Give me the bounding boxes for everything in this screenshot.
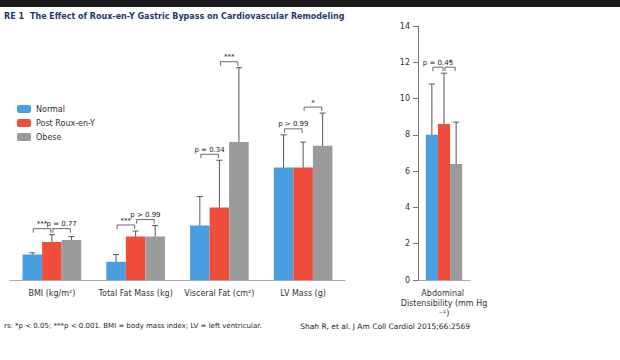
svg-text:p > 0.99: p > 0.99 [130,211,160,219]
svg-text:The Effect of Roux-en-Y Gastri: The Effect of Roux-en-Y Gastric Bypass o… [30,12,345,21]
svg-text:RE 1: RE 1 [4,12,24,21]
svg-text:Distensibility (mm Hg: Distensibility (mm Hg [401,299,488,308]
svg-text:8: 8 [405,130,410,139]
svg-text:p > 0.99: p > 0.99 [278,120,308,128]
svg-text:p = 0.43: p = 0.43 [423,59,453,67]
svg-text:*: * [311,99,315,107]
svg-text:rs: *p < 0.05; ***p < 0.001. B: rs: *p < 0.05; ***p < 0.001. BMI = body … [4,322,262,330]
svg-text:Total Fat Mass (kg): Total Fat Mass (kg) [97,289,172,298]
svg-text:Shah R, et al. J Am Coll Cardi: Shah R, et al. J Am Coll Cardiol 2015;66… [300,322,470,331]
svg-text:2: 2 [405,239,410,248]
svg-text:Post Roux-en-Y: Post Roux-en-Y [36,119,95,128]
svg-text:12: 12 [400,58,410,67]
svg-text:Abdominal: Abdominal [421,289,466,298]
svg-text:p = 0.34: p = 0.34 [194,146,225,154]
svg-text:6: 6 [405,167,410,176]
svg-text:14: 14 [400,22,410,31]
svg-text:⁻¹): ⁻¹) [439,309,450,318]
svg-text:10: 10 [400,94,410,103]
svg-text:Normal: Normal [36,105,65,114]
svg-text:Obese: Obese [36,133,61,142]
svg-text:BMI (kg/m²): BMI (kg/m²) [28,289,75,298]
svg-text:LV Mass (g): LV Mass (g) [280,289,326,298]
svg-text:*: * [448,59,452,67]
svg-text:4: 4 [405,203,410,212]
svg-text:***: *** [224,53,235,61]
svg-text:0: 0 [405,276,410,285]
svg-text:Visceral Fat (cm²): Visceral Fat (cm²) [184,289,254,298]
svg-text:p = 0.77: p = 0.77 [46,220,76,228]
